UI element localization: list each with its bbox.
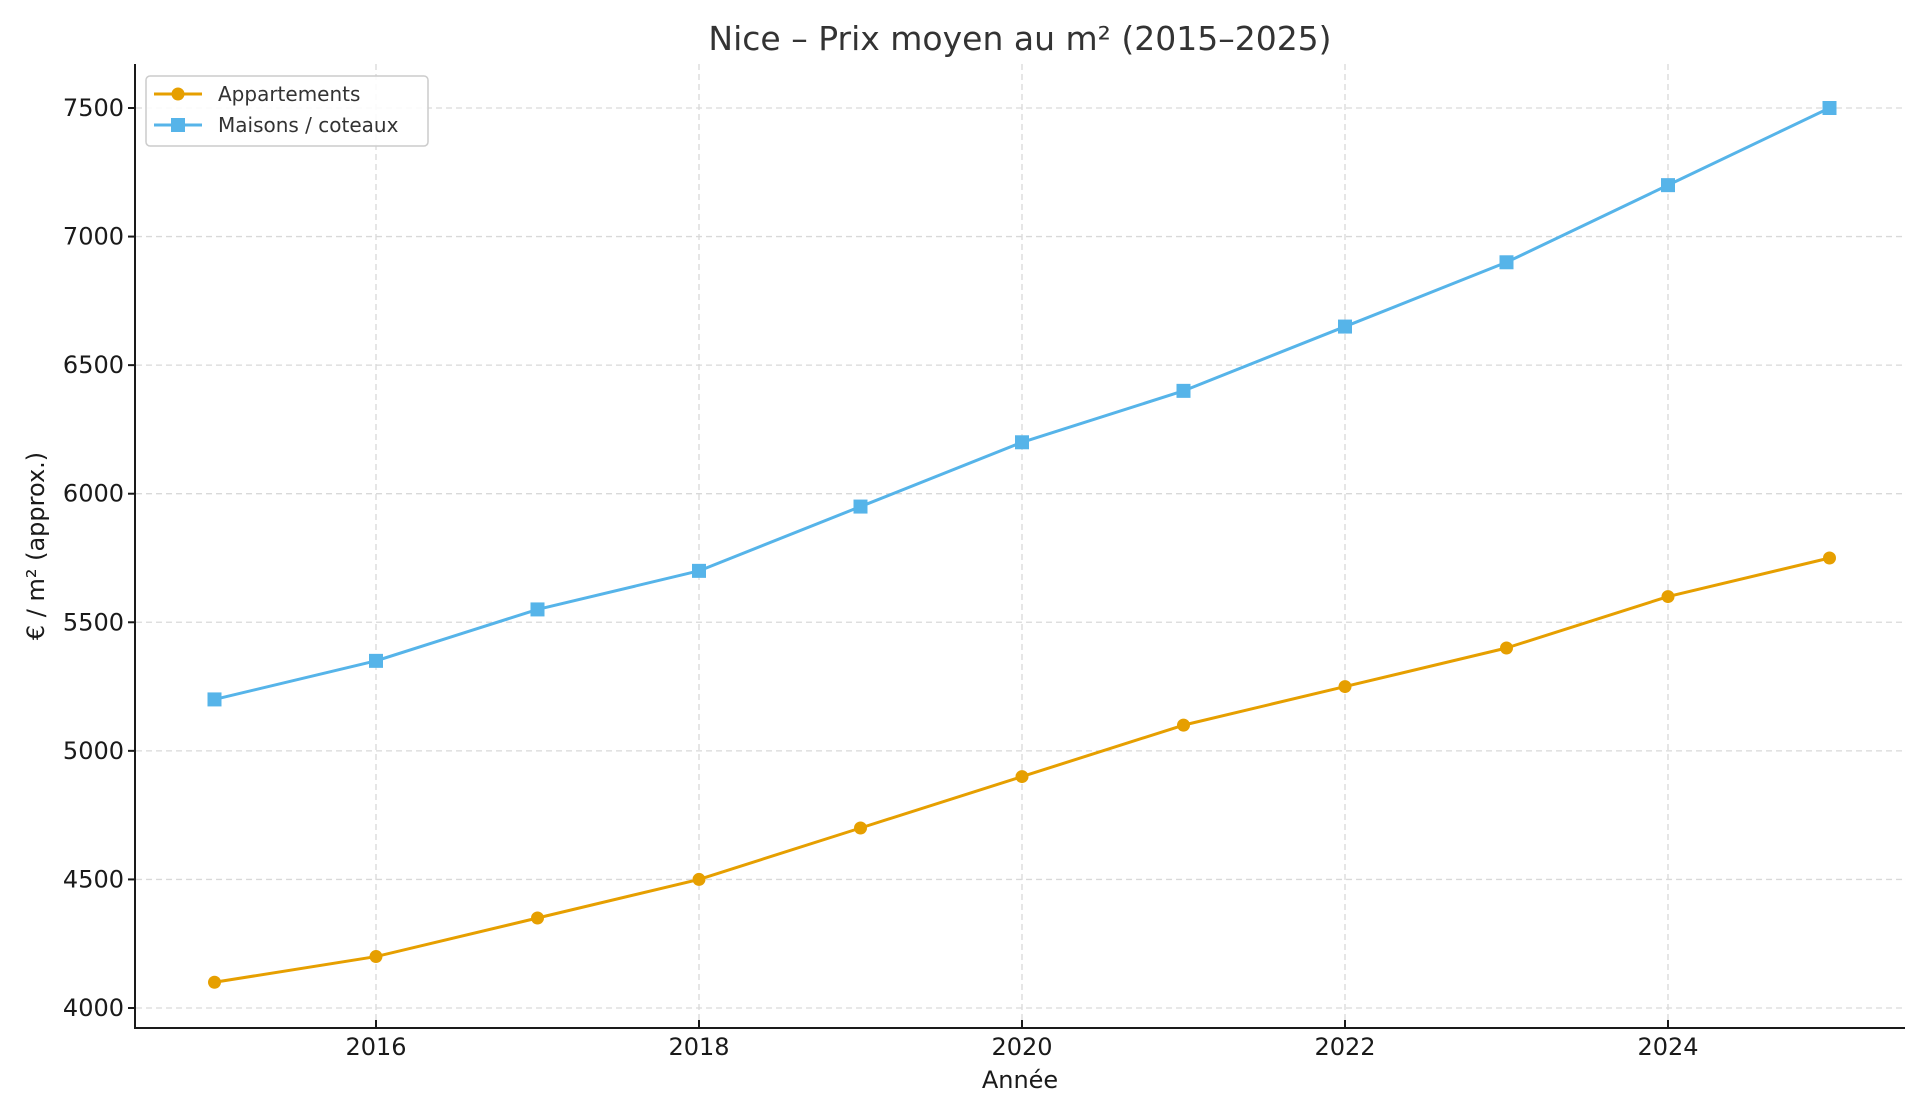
y-axis-ticks: 4000 4500 5000 5500 6000 6500 7000 7500 bbox=[63, 94, 135, 1022]
data-point-square bbox=[1822, 101, 1837, 115]
y-tick-label: 4000 bbox=[63, 994, 124, 1022]
data-point-square bbox=[207, 692, 222, 707]
data-point-square bbox=[1499, 255, 1514, 270]
data-point-square bbox=[369, 653, 383, 668]
y-tick-label: 7000 bbox=[63, 223, 124, 251]
y-tick-label: 5000 bbox=[63, 737, 124, 765]
legend-square-icon bbox=[171, 118, 185, 132]
data-point-circle bbox=[208, 975, 221, 989]
x-tick-label: 2024 bbox=[1637, 1033, 1698, 1061]
legend-label: Maisons / coteaux bbox=[218, 113, 399, 137]
data-point-circle bbox=[1500, 641, 1513, 655]
data-point-square bbox=[1176, 383, 1191, 398]
legend-label: Appartements bbox=[218, 82, 360, 106]
data-point-circle bbox=[369, 950, 383, 964]
data-point-square bbox=[692, 563, 706, 578]
chart-title: Nice – Prix moyen au m² (2015–2025) bbox=[708, 19, 1331, 58]
x-tick-label: 2020 bbox=[991, 1033, 1052, 1061]
data-point-square bbox=[1661, 178, 1675, 193]
y-tick-label: 7500 bbox=[63, 94, 124, 122]
series-group bbox=[207, 101, 1837, 989]
data-point-square bbox=[530, 602, 545, 617]
y-tick-label: 5500 bbox=[63, 608, 124, 636]
x-tick-label: 2016 bbox=[345, 1033, 406, 1061]
data-point-square bbox=[853, 499, 868, 514]
data-point-square bbox=[1338, 319, 1352, 334]
data-point-circle bbox=[1177, 718, 1190, 732]
x-tick-label: 2022 bbox=[1314, 1033, 1375, 1061]
data-point-circle bbox=[692, 872, 706, 886]
data-point-circle bbox=[1823, 551, 1836, 565]
y-tick-label: 4500 bbox=[63, 865, 124, 893]
axes bbox=[134, 64, 1905, 1029]
data-point-circle bbox=[531, 911, 544, 925]
x-tick-label: 2018 bbox=[668, 1033, 729, 1061]
series-maisons bbox=[207, 101, 1837, 707]
x-axis-ticks: 2016 2018 2020 2022 2024 bbox=[345, 1020, 1699, 1061]
legend-box bbox=[145, 75, 429, 147]
data-point-circle bbox=[854, 821, 867, 835]
series-appartements bbox=[208, 551, 1836, 989]
y-axis-label: € / m² (approx.) bbox=[22, 452, 50, 640]
grid-lines bbox=[136, 64, 1905, 1027]
y-tick-label: 6500 bbox=[63, 351, 124, 379]
data-point-circle bbox=[1338, 680, 1352, 694]
y-tick-label: 6000 bbox=[63, 480, 124, 508]
data-point-circle bbox=[1015, 770, 1029, 784]
data-point-square bbox=[1015, 435, 1029, 450]
legend-circle-icon bbox=[171, 87, 185, 101]
data-point-circle bbox=[1661, 590, 1675, 604]
x-axis-label: Année bbox=[982, 1066, 1058, 1094]
legend: Appartements Maisons / coteaux bbox=[145, 75, 429, 147]
